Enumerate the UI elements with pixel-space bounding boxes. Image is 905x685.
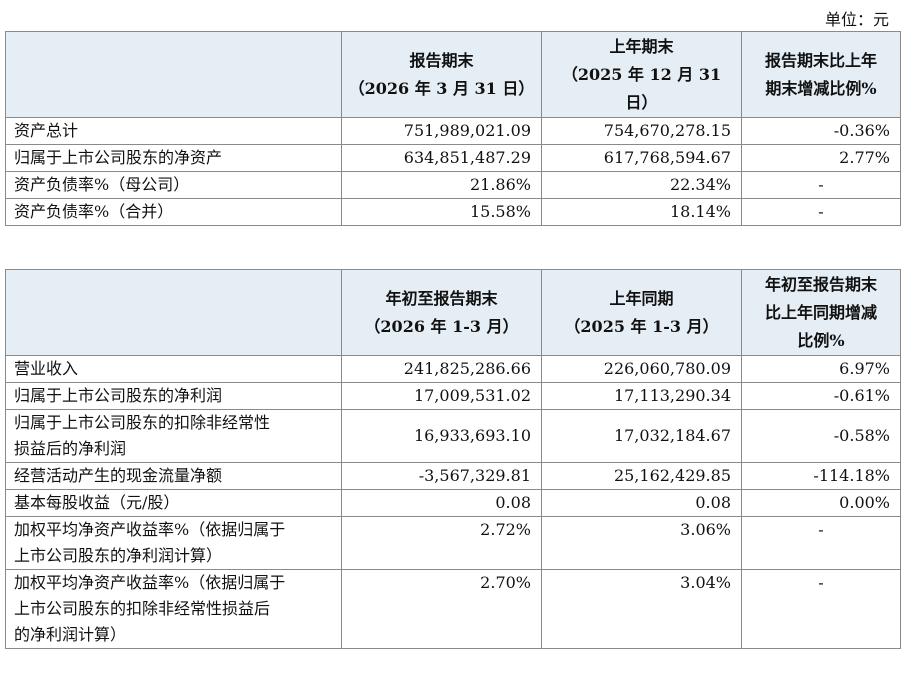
table2-header-current: 年初至报告期末 （2026 年 1-3 月） — [341, 269, 542, 356]
table-row: 营业收入 241,825,286.66 226,060,780.09 6.97% — [5, 355, 901, 383]
cell-change: -0.61% — [741, 382, 901, 410]
table-row: 归属于上市公司股东的净资产 634,851,487.29 617,768,594… — [5, 144, 901, 172]
table2-header-row: 年初至报告期末 （2026 年 1-3 月） 上年同期 （2025 年 1-3 … — [5, 269, 901, 356]
row-label: 营业收入 — [5, 355, 342, 383]
cell-change: - — [741, 171, 901, 199]
row-label: 资产负债率%（合并） — [5, 198, 342, 226]
table-row: 归属于上市公司股东的净利润 17,009,531.02 17,113,290.3… — [5, 382, 901, 410]
table1-header-change: 报告期末比上年 期末增减比例% — [741, 31, 901, 118]
cell-change: - — [741, 516, 901, 570]
cell-previous: 17,032,184.67 — [541, 409, 742, 463]
row-label: 经营活动产生的现金流量净额 — [5, 462, 342, 490]
row-label: 加权平均净资产收益率%（依据归属于 上市公司股东的净利润计算） — [5, 516, 342, 570]
cell-change: -114.18% — [741, 462, 901, 490]
cell-previous: 754,670,278.15 — [541, 117, 742, 145]
cell-current: 21.86% — [341, 171, 542, 199]
row-label: 基本每股收益（元/股） — [5, 489, 342, 517]
table-row: 加权平均净资产收益率%（依据归属于 上市公司股东的扣除非经常性损益后 的净利润计… — [5, 569, 901, 649]
cell-previous: 25,162,429.85 — [541, 462, 742, 490]
cell-change: 2.77% — [741, 144, 901, 172]
row-label: 资产总计 — [5, 117, 342, 145]
table2-header-blank — [5, 269, 342, 356]
unit-label: 单位：元 — [824, 10, 889, 29]
cell-change: -0.36% — [741, 117, 901, 145]
table1-header-previous: 上年期末 （2025 年 12 月 31 日） — [541, 31, 742, 118]
balance-sheet-table: 报告期末 （2026 年 3 月 31 日） 上年期末 （2025 年 12 月… — [5, 31, 901, 226]
cell-previous: 3.06% — [541, 516, 742, 570]
cell-change: - — [741, 569, 901, 649]
cell-current: 2.70% — [341, 569, 542, 649]
row-label: 归属于上市公司股东的扣除非经常性 损益后的净利润 — [5, 409, 342, 463]
table2-header-previous: 上年同期 （2025 年 1-3 月） — [541, 269, 742, 356]
cell-previous: 3.04% — [541, 569, 742, 649]
cell-previous: 22.34% — [541, 171, 742, 199]
row-label: 归属于上市公司股东的净利润 — [5, 382, 342, 410]
cell-change: - — [741, 198, 901, 226]
table-row: 资产负债率%（合并） 15.58% 18.14% - — [5, 198, 901, 226]
table-row: 加权平均净资产收益率%（依据归属于 上市公司股东的净利润计算） 2.72% 3.… — [5, 516, 901, 570]
table-row: 经营活动产生的现金流量净额 -3,567,329.81 25,162,429.8… — [5, 462, 901, 490]
cell-current: 634,851,487.29 — [341, 144, 542, 172]
table-row: 资产总计 751,989,021.09 754,670,278.15 -0.36… — [5, 117, 901, 145]
cell-current: 16,933,693.10 — [341, 409, 542, 463]
cell-current: 241,825,286.66 — [341, 355, 542, 383]
cell-current: 2.72% — [341, 516, 542, 570]
cell-change: -0.58% — [741, 409, 901, 463]
cell-current: 15.58% — [341, 198, 542, 226]
cell-previous: 18.14% — [541, 198, 742, 226]
cell-current: -3,567,329.81 — [341, 462, 542, 490]
table2-header-change: 年初至报告期末 比上年同期增减 比例% — [741, 269, 901, 356]
cell-change: 0.00% — [741, 489, 901, 517]
cell-change: 6.97% — [741, 355, 901, 383]
table-row: 基本每股收益（元/股） 0.08 0.08 0.00% — [5, 489, 901, 517]
table1-header-row: 报告期末 （2026 年 3 月 31 日） 上年期末 （2025 年 12 月… — [5, 31, 901, 118]
row-label: 归属于上市公司股东的净资产 — [5, 144, 342, 172]
cell-current: 751,989,021.09 — [341, 117, 542, 145]
cell-current: 17,009,531.02 — [341, 382, 542, 410]
cell-current: 0.08 — [341, 489, 542, 517]
income-table: 年初至报告期末 （2026 年 1-3 月） 上年同期 （2025 年 1-3 … — [5, 269, 901, 649]
table1-header-current: 报告期末 （2026 年 3 月 31 日） — [341, 31, 542, 118]
cell-previous: 17,113,290.34 — [541, 382, 742, 410]
row-label: 加权平均净资产收益率%（依据归属于 上市公司股东的扣除非经常性损益后 的净利润计… — [5, 569, 342, 649]
row-label: 资产负债率%（母公司） — [5, 171, 342, 199]
cell-previous: 617,768,594.67 — [541, 144, 742, 172]
cell-previous: 226,060,780.09 — [541, 355, 742, 383]
cell-previous: 0.08 — [541, 489, 742, 517]
table-row: 归属于上市公司股东的扣除非经常性 损益后的净利润 16,933,693.10 1… — [5, 409, 901, 463]
table1-header-blank — [5, 31, 342, 118]
table-row: 资产负债率%（母公司） 21.86% 22.34% - — [5, 171, 901, 199]
